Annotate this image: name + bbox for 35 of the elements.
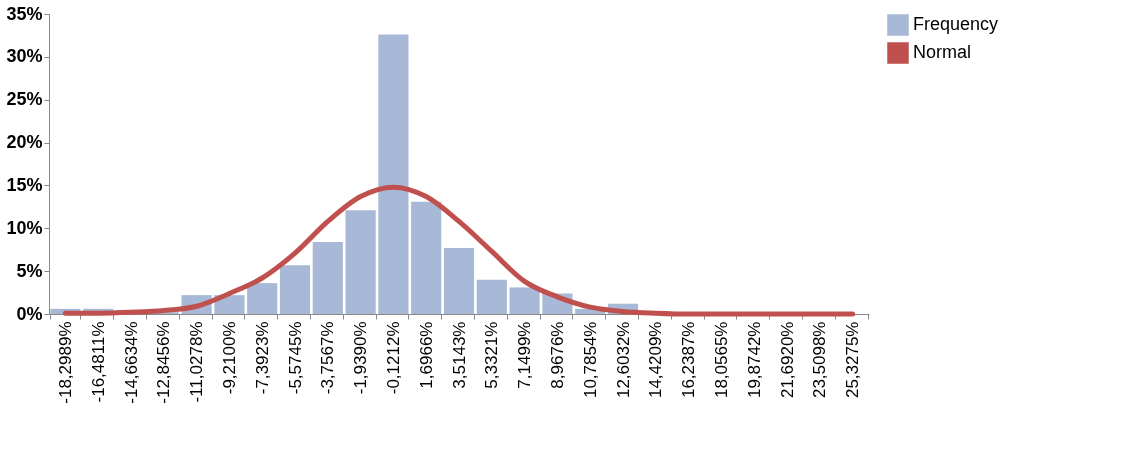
x-tick-label: 7,1499% — [515, 321, 535, 389]
x-tick-label: 5,3321% — [482, 321, 502, 389]
x-tick-label: 16,2387% — [679, 321, 699, 399]
x-tick-label: -0,1212% — [383, 321, 403, 395]
y-tick-label: 15% — [6, 174, 43, 195]
x-tick-label: 14,4209% — [646, 321, 666, 399]
x-tick-label: -1,9390% — [351, 321, 371, 395]
y-tick-label: 5% — [16, 260, 43, 281]
x-tick-label: -18,2989% — [55, 321, 75, 404]
x-tick-label: 23,5098% — [810, 321, 830, 399]
y-tick-label: 10% — [6, 217, 43, 238]
y-tick-label: 35% — [6, 3, 43, 24]
y-tick-label: 30% — [6, 46, 43, 67]
x-tick-label: -9,2100% — [219, 321, 239, 395]
x-tick-label: 8,9676% — [547, 321, 567, 389]
x-tick-label: -3,7567% — [318, 321, 338, 395]
x-tick-label: -11,0278% — [187, 321, 207, 403]
x-tick-label: -14,6634% — [121, 321, 141, 404]
x-tick-label: -7,3923% — [252, 321, 272, 395]
legend-label: Normal — [913, 42, 972, 62]
x-tick-label: 18,0565% — [711, 321, 731, 399]
x-tick-label: 25,3275% — [843, 321, 863, 399]
x-tick-label: -16,4811% — [88, 321, 108, 403]
x-tick-label: 19,8742% — [744, 321, 764, 399]
x-tick-label: 12,6032% — [613, 321, 633, 399]
x-tick-label: 10,7854% — [580, 321, 600, 399]
x-tick-label: 1,6966% — [416, 321, 436, 389]
x-tick-label: -12,8456% — [154, 321, 174, 404]
x-tick-label: 21,6920% — [777, 321, 797, 399]
x-tick-label: 3,5143% — [449, 321, 469, 389]
y-tick-label: 25% — [6, 89, 43, 110]
y-tick-label: 20% — [6, 132, 43, 153]
x-tick-label: -5,5745% — [285, 321, 305, 395]
y-tick-label: 0% — [16, 303, 43, 324]
legend-label: Frequency — [913, 14, 999, 34]
